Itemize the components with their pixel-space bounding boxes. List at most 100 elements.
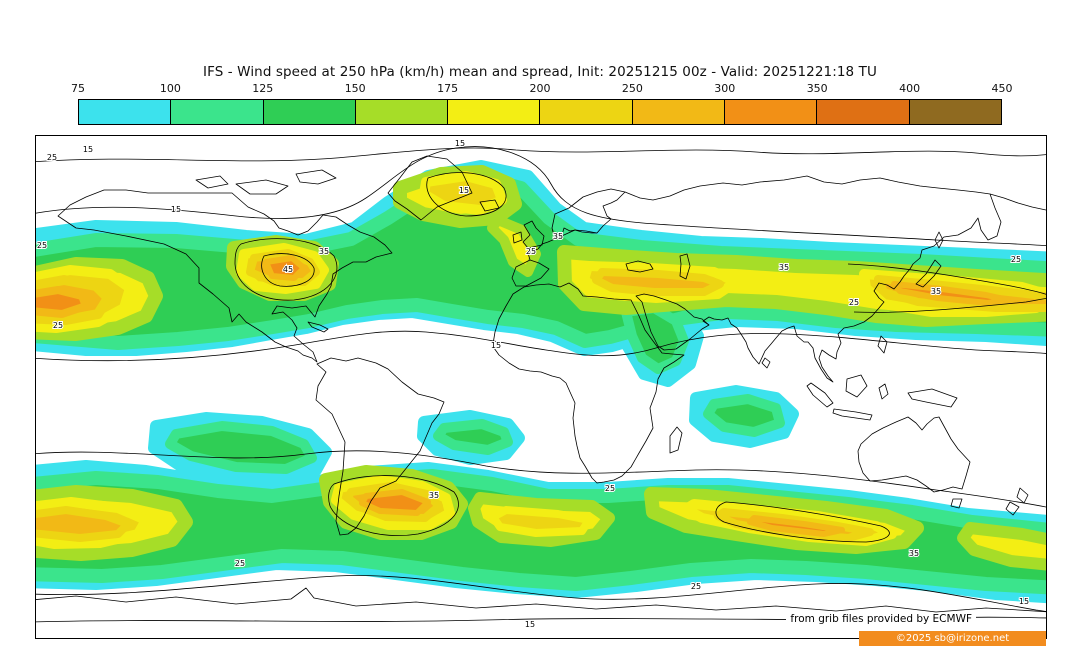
contour-label: 35 bbox=[931, 287, 941, 296]
coast-scandinavia bbox=[551, 188, 626, 240]
contour-satl-loop bbox=[328, 475, 459, 536]
colorbar-segment bbox=[355, 100, 449, 124]
colorbar-segment bbox=[263, 100, 356, 124]
contour-label: 25 bbox=[691, 582, 701, 591]
map-frame: 25 15 25 15 35 45 15 15 25 35 15 35 25 35 25 25 25 35 25 35… bbox=[35, 135, 1047, 646]
colorbar-legend: 75 100 125 150 175 200 250 300 350 400 450 bbox=[71, 82, 1013, 126]
colorbar-ticks: 75 100 125 150 175 200 250 300 350 400 450 bbox=[71, 82, 1013, 97]
coast-tasmania bbox=[950, 498, 963, 509]
coast-france-northsea bbox=[527, 227, 597, 261]
coast-caspian bbox=[679, 253, 691, 280]
copyright-text: ©2025 sb@irizone.net bbox=[895, 633, 1010, 644]
contour-sh-north bbox=[36, 450, 1046, 508]
attribution-text: from grib files provided by ECMWF bbox=[786, 613, 976, 625]
coast-asia-north bbox=[624, 175, 1046, 211]
colorbar-tick-label: 350 bbox=[806, 82, 828, 95]
contour-label: 15 bbox=[525, 620, 535, 629]
coast-sri-lanka bbox=[761, 357, 771, 369]
contour-easia-lower bbox=[853, 298, 1046, 313]
contour-label: 45 bbox=[283, 265, 293, 274]
contour-nh-south bbox=[36, 330, 1046, 362]
contour-label: 15 bbox=[459, 186, 469, 195]
contour-na-loop bbox=[234, 238, 338, 301]
contour-label: 25 bbox=[1011, 255, 1021, 264]
coast-africa bbox=[492, 282, 685, 484]
coast-black-sea bbox=[625, 260, 654, 273]
india-green bbox=[703, 394, 785, 437]
contour-label: 25 bbox=[526, 247, 536, 256]
coast-antarctica bbox=[36, 587, 1046, 613]
contour-label: 25 bbox=[605, 484, 615, 493]
colorbar-tick-label: 400 bbox=[899, 82, 921, 95]
chart-title: IFS - Wind speed at 250 hPa (km/h) mean … bbox=[203, 64, 877, 80]
satl-core-deep bbox=[359, 489, 431, 516]
contour-label: 15 bbox=[171, 205, 181, 214]
contour-label: 15 bbox=[83, 145, 93, 154]
coast-madagascar bbox=[669, 426, 683, 454]
contour-label: 35 bbox=[319, 247, 329, 256]
contour-label: 15 bbox=[1019, 597, 1029, 606]
contour-label: 25 bbox=[53, 321, 63, 330]
atlantic-green bbox=[433, 419, 513, 455]
colorbar-segment bbox=[171, 100, 264, 124]
contour-label: 25 bbox=[235, 559, 245, 568]
colorbar-segment bbox=[632, 100, 726, 124]
arctic-blob-tongue-yellow bbox=[487, 215, 541, 277]
colorbar-tick-label: 300 bbox=[714, 82, 736, 95]
contour-label: 35 bbox=[429, 491, 439, 500]
contour-easia-upper bbox=[847, 263, 1046, 295]
colorbar-tick-label: 175 bbox=[437, 82, 459, 95]
wind-speed-fills bbox=[36, 160, 1046, 604]
asia-west-orange bbox=[592, 268, 724, 296]
ne-pacific-green bbox=[165, 421, 317, 474]
contour-nh-north bbox=[36, 146, 1046, 247]
colorbar-tick-label: 100 bbox=[159, 82, 181, 95]
indian-core-deep bbox=[747, 515, 845, 537]
coast-japan bbox=[915, 259, 942, 288]
coast-indonesia bbox=[806, 374, 958, 421]
coast-uk bbox=[522, 220, 545, 249]
colorbar-segment bbox=[909, 100, 1001, 124]
contour-label: 25 bbox=[37, 241, 47, 250]
coast-australia bbox=[857, 416, 971, 493]
sh-left-orange bbox=[36, 506, 132, 542]
coast-asia-east bbox=[702, 193, 1002, 383]
contour-sh-south bbox=[36, 575, 1046, 612]
na-core-deep bbox=[263, 255, 307, 281]
sh-right-yellow bbox=[957, 522, 1046, 571]
contour-label: 35 bbox=[553, 232, 563, 241]
coast-north-america bbox=[57, 189, 393, 363]
coast-iberia bbox=[511, 259, 550, 287]
colorbar-segment bbox=[817, 100, 910, 124]
colorbar-tick-label: 250 bbox=[621, 82, 643, 95]
colorbar-segment bbox=[79, 100, 172, 124]
pacific-core-deep bbox=[36, 286, 90, 318]
contour-arctic-top bbox=[36, 147, 1046, 163]
coast-ireland bbox=[512, 231, 523, 244]
colorbar-tick-label: 150 bbox=[344, 82, 366, 95]
coast-caribbean bbox=[307, 321, 329, 333]
colorbar-segment bbox=[540, 100, 633, 124]
colorbar-segment bbox=[725, 100, 818, 124]
contour-label: 15 bbox=[491, 341, 501, 350]
contour-label: 25 bbox=[849, 298, 859, 307]
contour-label: 15 bbox=[455, 139, 465, 148]
colorbar-tick-label: 450 bbox=[991, 82, 1013, 95]
contour-label: 35 bbox=[779, 263, 789, 272]
coast-arabia bbox=[635, 293, 710, 351]
colorbar-tick-label: 75 bbox=[71, 82, 85, 95]
coastlines bbox=[36, 155, 1046, 613]
contour-label: 25 bbox=[47, 153, 57, 162]
colorbar-segment bbox=[448, 100, 541, 124]
coast-philippines bbox=[877, 335, 888, 354]
contour-label: 35 bbox=[909, 549, 919, 558]
copyright-bar: ©2025 sb@irizone.net bbox=[859, 631, 1046, 646]
world-wind-map: 25 15 25 15 35 45 15 15 25 35 15 35 25 35 25 25 25 35 25 35… bbox=[36, 138, 1046, 630]
contour-labels: 25 15 25 15 35 45 15 15 25 35 15 35 25 35 25 25 25 35 25 35… bbox=[36, 138, 1030, 630]
colorbar-bar bbox=[78, 99, 1002, 125]
contour-indian-loop bbox=[715, 501, 890, 543]
contour-arctic-loop bbox=[426, 172, 507, 217]
easia-core-deep bbox=[891, 281, 1011, 306]
coast-arctic-islands bbox=[195, 169, 337, 195]
